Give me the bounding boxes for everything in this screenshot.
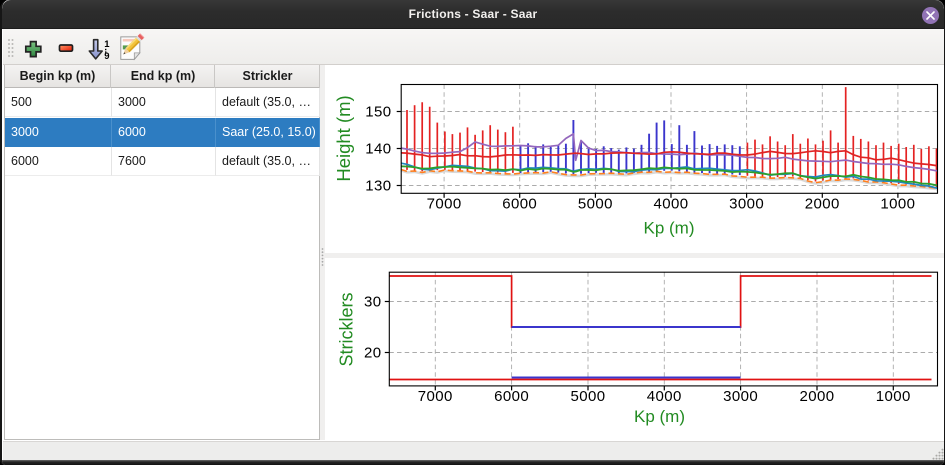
svg-text:Stricklers: Stricklers <box>337 292 357 366</box>
svg-text:3000: 3000 <box>729 196 764 213</box>
svg-text:6000: 6000 <box>494 388 529 405</box>
svg-text:2000: 2000 <box>800 388 835 405</box>
svg-text:130: 130 <box>365 178 391 195</box>
svg-text:1000: 1000 <box>880 196 915 213</box>
svg-text:7000: 7000 <box>418 388 453 405</box>
svg-text:30: 30 <box>364 294 382 311</box>
svg-text:7000: 7000 <box>427 196 462 213</box>
svg-text:4000: 4000 <box>647 388 682 405</box>
svg-text:4000: 4000 <box>654 196 689 213</box>
svg-text:1: 1 <box>104 39 110 50</box>
svg-text:Height (m): Height (m) <box>333 95 354 181</box>
svg-text:Kp (m): Kp (m) <box>634 407 685 426</box>
svg-text:140: 140 <box>365 141 391 158</box>
svg-text:20: 20 <box>364 345 382 362</box>
svg-text:5000: 5000 <box>571 388 606 405</box>
svg-text:5000: 5000 <box>578 196 613 213</box>
svg-text:6000: 6000 <box>502 196 537 213</box>
svg-text:Kp (m): Kp (m) <box>644 219 695 238</box>
svg-text:2000: 2000 <box>805 196 840 213</box>
svg-text:9: 9 <box>104 51 109 62</box>
svg-text:3000: 3000 <box>723 388 758 405</box>
svg-text:150: 150 <box>365 104 391 121</box>
svg-text:1000: 1000 <box>876 388 911 405</box>
